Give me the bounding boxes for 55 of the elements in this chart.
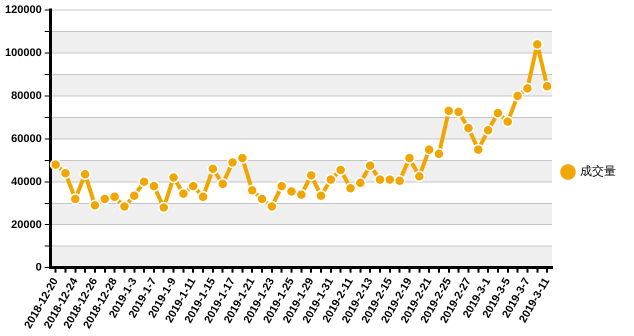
y-tick-label: 120000 <box>4 4 42 16</box>
point <box>50 158 62 170</box>
point <box>266 200 278 212</box>
point <box>207 163 219 175</box>
point <box>187 180 199 192</box>
point <box>315 190 327 202</box>
point <box>394 174 406 186</box>
point <box>414 170 426 182</box>
point <box>512 90 524 102</box>
point <box>305 170 317 182</box>
y-tick-label: 40000 <box>11 176 42 188</box>
point <box>118 200 130 212</box>
y-tick-label: 80000 <box>11 90 42 102</box>
point <box>541 80 553 92</box>
point <box>384 174 396 186</box>
point <box>374 174 386 186</box>
point <box>462 122 474 134</box>
point <box>128 190 140 202</box>
point <box>502 116 514 128</box>
y-tick-label: 0 <box>36 262 42 274</box>
point <box>532 38 544 50</box>
point <box>452 106 464 118</box>
point <box>158 202 170 214</box>
point <box>344 182 356 194</box>
point <box>364 160 376 172</box>
point <box>99 193 111 205</box>
point <box>492 107 504 119</box>
point <box>168 172 180 184</box>
point <box>522 82 534 94</box>
point <box>79 168 91 180</box>
point <box>443 105 455 117</box>
point <box>423 144 435 156</box>
y-tick-label: 20000 <box>11 218 42 231</box>
point <box>482 124 494 136</box>
point <box>89 200 101 212</box>
point <box>256 193 268 205</box>
point <box>178 188 190 200</box>
point <box>226 156 238 168</box>
point <box>296 188 308 200</box>
point <box>236 152 248 164</box>
y-tick-label: 100000 <box>4 46 42 59</box>
legend-label: 成交量 <box>580 164 616 178</box>
point <box>276 180 288 192</box>
point <box>148 180 160 192</box>
point <box>433 148 445 160</box>
point <box>334 164 346 176</box>
point <box>138 176 150 188</box>
point <box>404 152 416 164</box>
point <box>286 186 298 198</box>
point <box>354 177 366 189</box>
y-tick-label: 60000 <box>11 132 42 145</box>
point <box>60 167 72 179</box>
point <box>108 191 120 203</box>
point <box>325 174 337 186</box>
point <box>216 178 228 190</box>
